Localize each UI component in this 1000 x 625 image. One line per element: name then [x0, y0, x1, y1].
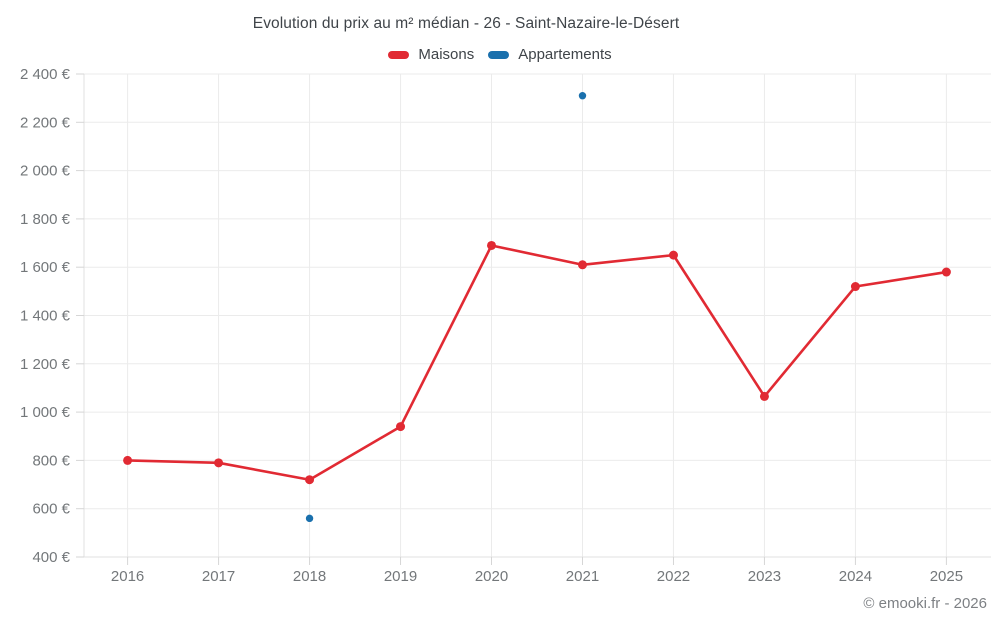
y-tick-label-400: 400 € — [32, 549, 70, 566]
y-tick-label-1200: 1 200 € — [20, 356, 71, 373]
y-tick-label-2000: 2 000 € — [20, 163, 71, 180]
series-line-maisons — [126, 244, 948, 482]
legend: Maisons Appartements — [0, 46, 1000, 63]
y-tick-label-1800: 1 800 € — [20, 211, 71, 228]
y-tick-label-800: 800 € — [32, 452, 70, 469]
data-point-maisons-2019[interactable] — [396, 422, 406, 432]
x-tick-label-2018: 2018 — [293, 568, 326, 585]
data-point-maisons-2025[interactable] — [941, 267, 951, 277]
x-tick-label-2021: 2021 — [566, 568, 599, 585]
x-tick-label-2019: 2019 — [384, 568, 417, 585]
data-point-maisons-2016[interactable] — [123, 455, 133, 465]
legend-item-maisons[interactable]: Maisons — [388, 46, 474, 63]
data-point-maisons-2022[interactable] — [668, 250, 678, 260]
data-point-appartements-2018[interactable] — [305, 514, 314, 523]
chart-title: Evolution du prix au m² médian - 26 - Sa… — [252, 15, 680, 32]
legend-item-appartements[interactable]: Appartements — [488, 46, 612, 63]
legend-swatch-appartements — [488, 50, 510, 59]
y-tick-label-2200: 2 200 € — [20, 114, 71, 131]
data-point-maisons-2021[interactable] — [577, 260, 587, 270]
data-point-maisons-2018[interactable] — [305, 475, 315, 485]
x-tick-label-2020: 2020 — [475, 568, 508, 585]
y-tick-label-600: 600 € — [32, 501, 70, 518]
data-point-appartements-2021[interactable] — [578, 92, 587, 100]
y-tick-label-1000: 1 000 € — [20, 404, 71, 421]
x-tick-label-2024: 2024 — [839, 568, 872, 585]
data-point-maisons-2023[interactable] — [759, 391, 769, 401]
legend-label: Appartements — [518, 46, 612, 63]
x-tick-label-2025: 2025 — [930, 568, 963, 585]
y-tick-label-2400: 2 400 € — [20, 66, 71, 83]
footer-credit: © emooki.fr - 2026 — [863, 595, 987, 612]
x-tick-label-2022: 2022 — [657, 568, 690, 585]
y-tick-label-1400: 1 400 € — [20, 308, 71, 325]
x-tick-label-2016: 2016 — [111, 568, 144, 585]
data-point-maisons-2020[interactable] — [487, 240, 497, 250]
x-tick-label-2017: 2017 — [202, 568, 235, 585]
y-tick-label-1600: 1 600 € — [20, 259, 71, 276]
data-point-maisons-2017[interactable] — [214, 458, 224, 468]
x-tick-label-2023: 2023 — [748, 568, 781, 585]
data-point-maisons-2024[interactable] — [850, 282, 860, 292]
legend-swatch-maisons — [388, 50, 410, 59]
legend-label: Maisons — [418, 46, 475, 63]
